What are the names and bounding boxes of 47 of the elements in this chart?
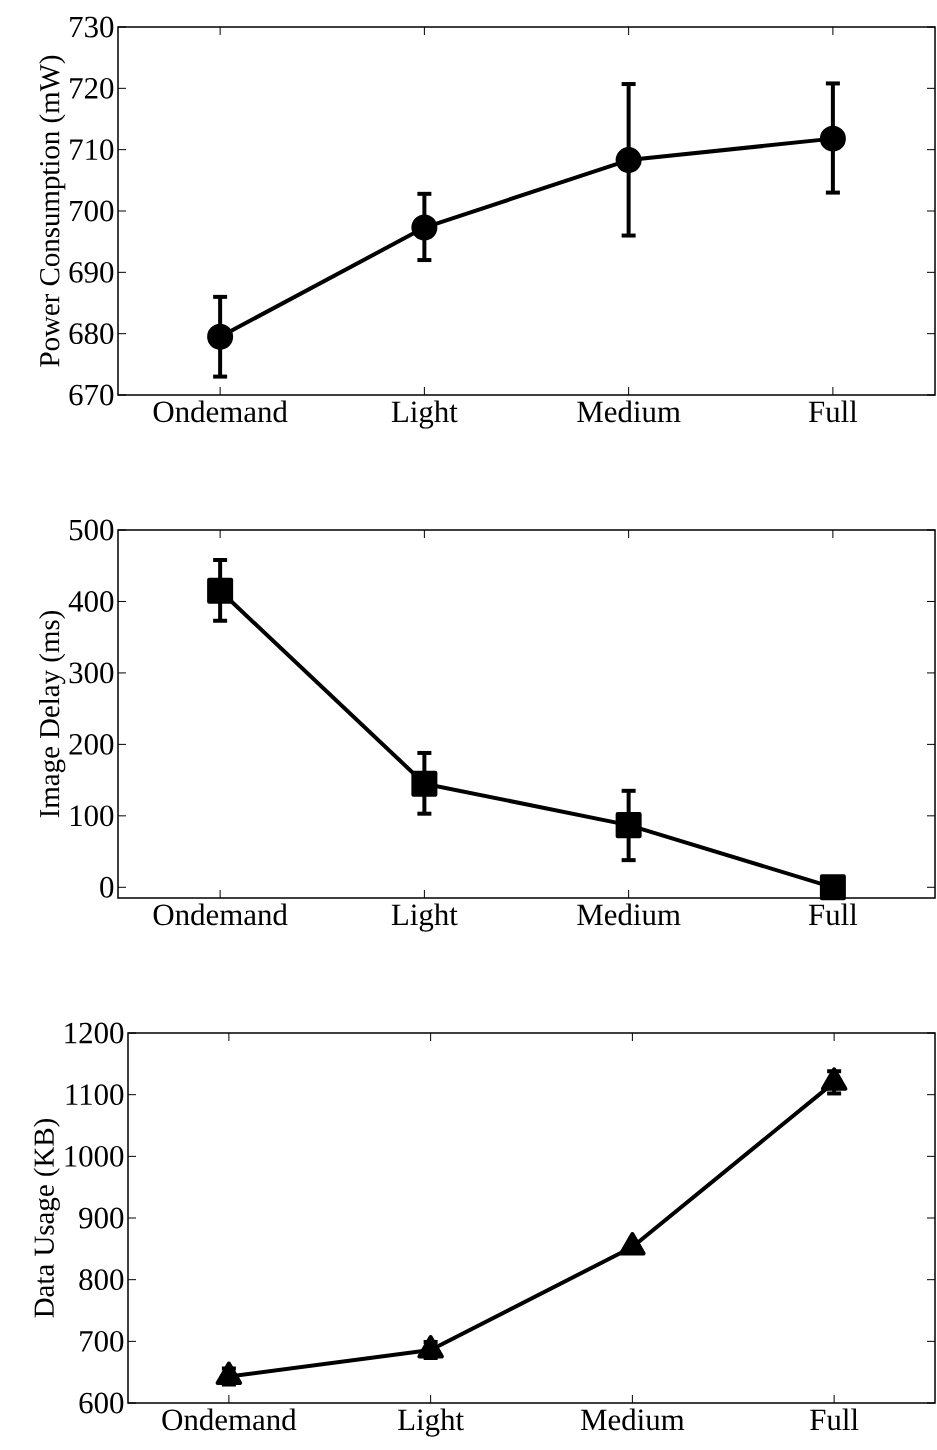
x-tick-label: Ondemand (153, 400, 288, 423)
y-tick-label: 400 (68, 591, 114, 612)
point (411, 214, 438, 241)
y-tick-label: 0 (100, 876, 114, 898)
x-tick-label: Full (810, 1408, 859, 1431)
point (417, 1334, 444, 1359)
x-tick-label: Medium (580, 1408, 685, 1431)
point (411, 770, 438, 797)
y-tick-label: 710 (70, 139, 114, 161)
y-axis-title: Data Usage (KB) (33, 1119, 60, 1318)
x-tick-label: Light (391, 903, 458, 932)
point (819, 874, 846, 901)
y-tick-label: 1100 (66, 1084, 124, 1106)
y-tick-label: 700 (80, 1330, 124, 1352)
y-tick-label: 900 (79, 1207, 124, 1229)
y-tick-label: 700 (70, 200, 114, 222)
y-tick-label: 1000 (65, 1145, 124, 1167)
point (819, 125, 846, 152)
x-tick-label: Full (808, 903, 858, 926)
point (615, 812, 642, 839)
y-tick-label: 600 (79, 1392, 124, 1414)
point (615, 147, 642, 174)
y-axis-title: Image Delay (ms) (39, 611, 66, 818)
y-tick-label: 670 (69, 384, 114, 406)
x-tick-label: Full (808, 400, 858, 423)
y-axis-title: Power Consumption (mW) (39, 55, 66, 367)
y-tick-label: 100 (70, 805, 114, 827)
y-tick-label: 690 (69, 261, 114, 283)
x-tick-label: Light (391, 400, 458, 429)
y-tick-label: 1200 (65, 1022, 124, 1044)
y-tick-label: 730 (70, 16, 114, 38)
x-tick-label: Ondemand (153, 903, 288, 926)
y-tick-label: 500 (69, 519, 114, 541)
y-tick-label: 680 (69, 323, 114, 345)
point (207, 577, 234, 604)
y-tick-label: 300 (69, 662, 114, 684)
x-tick-label: Medium (577, 400, 681, 423)
x-tick-label: Light (398, 1408, 464, 1437)
point (820, 1067, 848, 1091)
y-tick-label: 800 (79, 1269, 124, 1291)
point (619, 1232, 646, 1256)
y-tick-label: 200 (69, 733, 114, 755)
x-tick-label: Ondemand (162, 1408, 297, 1431)
x-tick-label: Medium (577, 903, 681, 926)
point (207, 323, 234, 350)
y-tick-label: 720 (70, 77, 114, 99)
point (215, 1361, 243, 1385)
